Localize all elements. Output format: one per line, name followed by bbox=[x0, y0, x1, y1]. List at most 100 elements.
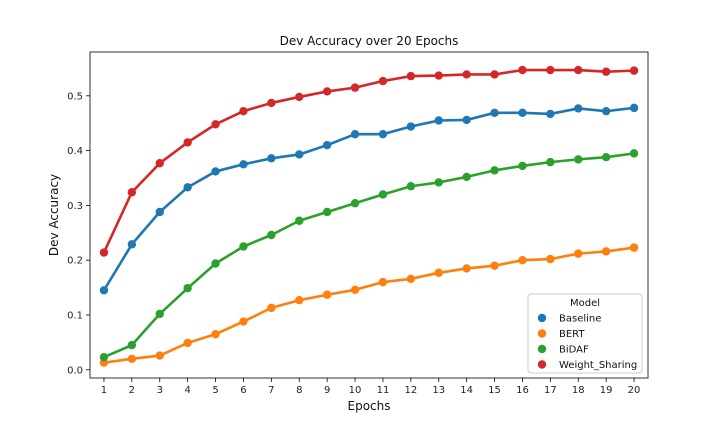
legend-marker-bert bbox=[537, 329, 547, 338]
data-point-bert bbox=[378, 277, 388, 287]
x-tick-label: 14 bbox=[460, 385, 473, 396]
x-tick-label: 18 bbox=[572, 385, 585, 396]
data-point-weight-sharing bbox=[490, 70, 499, 79]
data-point-baseline bbox=[434, 116, 443, 125]
plot-area: 1 2 3 4 5 6 7 8 9 10 11 12 13 14 15 16 17 18 19 200.00.10.2… bbox=[67, 51, 649, 396]
data-point-baseline bbox=[574, 104, 583, 113]
data-point-bidaf bbox=[378, 190, 388, 199]
data-point-baseline bbox=[378, 129, 388, 139]
data-point-baseline bbox=[350, 129, 360, 139]
data-point-baseline bbox=[462, 115, 471, 125]
data-point-baseline bbox=[546, 109, 555, 119]
data-point-weight-sharing bbox=[462, 70, 471, 79]
data-point-baseline bbox=[295, 150, 304, 159]
data-point-baseline bbox=[239, 160, 248, 169]
data-point-bert bbox=[462, 264, 471, 273]
data-point-bert bbox=[295, 295, 304, 305]
data-point-baseline bbox=[601, 106, 611, 116]
data-point-bert bbox=[322, 290, 332, 299]
y-tick-label: 0.0 bbox=[67, 365, 83, 376]
data-point-bert bbox=[155, 351, 164, 360]
y-tick-label: 0.2 bbox=[67, 256, 83, 267]
x-tick-label: 20 bbox=[628, 385, 641, 396]
x-tick-label: 13 bbox=[432, 385, 445, 396]
data-point-baseline bbox=[406, 122, 416, 131]
data-point-bidaf bbox=[211, 259, 220, 268]
data-point-bidaf bbox=[127, 340, 137, 350]
data-point-bert bbox=[546, 254, 555, 264]
data-point-baseline bbox=[127, 240, 137, 249]
x-axis-label: Epochs bbox=[348, 399, 391, 413]
series-line-bidaf bbox=[102, 152, 636, 359]
data-point-bidaf bbox=[155, 309, 164, 319]
x-tick-label: 7 bbox=[268, 385, 274, 396]
x-tick-label: 15 bbox=[488, 385, 501, 396]
y-tick-label: 0.1 bbox=[67, 310, 83, 321]
data-point-weight-sharing bbox=[127, 188, 137, 197]
x-tick-label: 1 bbox=[101, 385, 107, 396]
series-line-bert bbox=[102, 246, 636, 364]
x-tick-label: 17 bbox=[544, 385, 557, 396]
data-point-bert bbox=[350, 285, 360, 294]
data-point-bidaf bbox=[239, 242, 248, 251]
data-point-bidaf bbox=[434, 178, 443, 187]
x-tick-label: 10 bbox=[349, 385, 362, 396]
data-point-bert bbox=[127, 354, 137, 364]
data-point-weight-sharing bbox=[322, 87, 332, 96]
data-point-baseline bbox=[155, 207, 164, 217]
data-point-bidaf bbox=[295, 216, 304, 225]
data-point-weight-sharing bbox=[434, 71, 443, 80]
y-tick-label: 0.3 bbox=[67, 201, 83, 212]
data-point-bert bbox=[267, 303, 276, 313]
legend: Model Baseline BERT BiDAF Weight_Sharing bbox=[527, 293, 643, 374]
x-tick-label: 11 bbox=[377, 385, 390, 396]
data-point-baseline bbox=[518, 108, 527, 118]
x-tick-label: 2 bbox=[129, 385, 135, 396]
data-point-baseline bbox=[267, 154, 276, 163]
data-point-weight-sharing bbox=[350, 83, 360, 92]
data-point-bidaf bbox=[574, 155, 583, 164]
data-point-bidaf bbox=[350, 199, 360, 208]
data-point-weight-sharing bbox=[546, 65, 555, 75]
data-point-bidaf bbox=[629, 149, 639, 158]
data-point-weight-sharing bbox=[601, 67, 611, 76]
x-tick-label: 19 bbox=[600, 385, 613, 396]
data-point-baseline bbox=[183, 183, 192, 192]
data-point-bidaf bbox=[462, 172, 471, 182]
legend-marker-weight-sharing bbox=[537, 360, 547, 369]
x-tick-label: 6 bbox=[240, 385, 246, 396]
data-point-bert bbox=[434, 268, 443, 278]
data-point-bert bbox=[406, 274, 416, 284]
x-tick-label: 9 bbox=[324, 385, 330, 396]
data-point-weight-sharing bbox=[267, 98, 276, 108]
data-point-baseline bbox=[211, 167, 220, 176]
legend-marker-baseline bbox=[537, 313, 547, 323]
legend-label-bert: BERT bbox=[559, 329, 585, 340]
data-point-weight-sharing bbox=[211, 120, 220, 129]
data-point-bidaf bbox=[99, 352, 109, 362]
legend-marker-bidaf bbox=[537, 344, 547, 354]
data-point-bert bbox=[518, 256, 527, 265]
data-point-weight-sharing bbox=[574, 65, 583, 75]
data-point-weight-sharing bbox=[518, 65, 527, 75]
data-point-bidaf bbox=[490, 166, 499, 175]
data-point-weight-sharing bbox=[155, 159, 164, 168]
data-point-baseline bbox=[322, 140, 332, 150]
data-point-bert bbox=[629, 243, 639, 252]
data-point-weight-sharing bbox=[295, 92, 304, 102]
legend-label-baseline: Baseline bbox=[559, 314, 601, 325]
data-point-weight-sharing bbox=[629, 66, 639, 75]
x-tick-label: 5 bbox=[212, 385, 218, 396]
legend-title: Model bbox=[570, 298, 600, 309]
data-point-bidaf bbox=[406, 182, 416, 191]
legend-label-weight-sharing: Weight_Sharing bbox=[559, 360, 637, 371]
data-point-bert bbox=[183, 338, 192, 348]
x-tick-label: 4 bbox=[184, 385, 190, 396]
x-tick-label: 16 bbox=[516, 385, 529, 396]
data-point-bidaf bbox=[518, 161, 527, 171]
y-tick-label: 0.4 bbox=[67, 146, 83, 157]
data-point-bert bbox=[211, 329, 220, 339]
x-tick-label: 3 bbox=[157, 385, 163, 396]
data-point-bert bbox=[490, 261, 499, 270]
